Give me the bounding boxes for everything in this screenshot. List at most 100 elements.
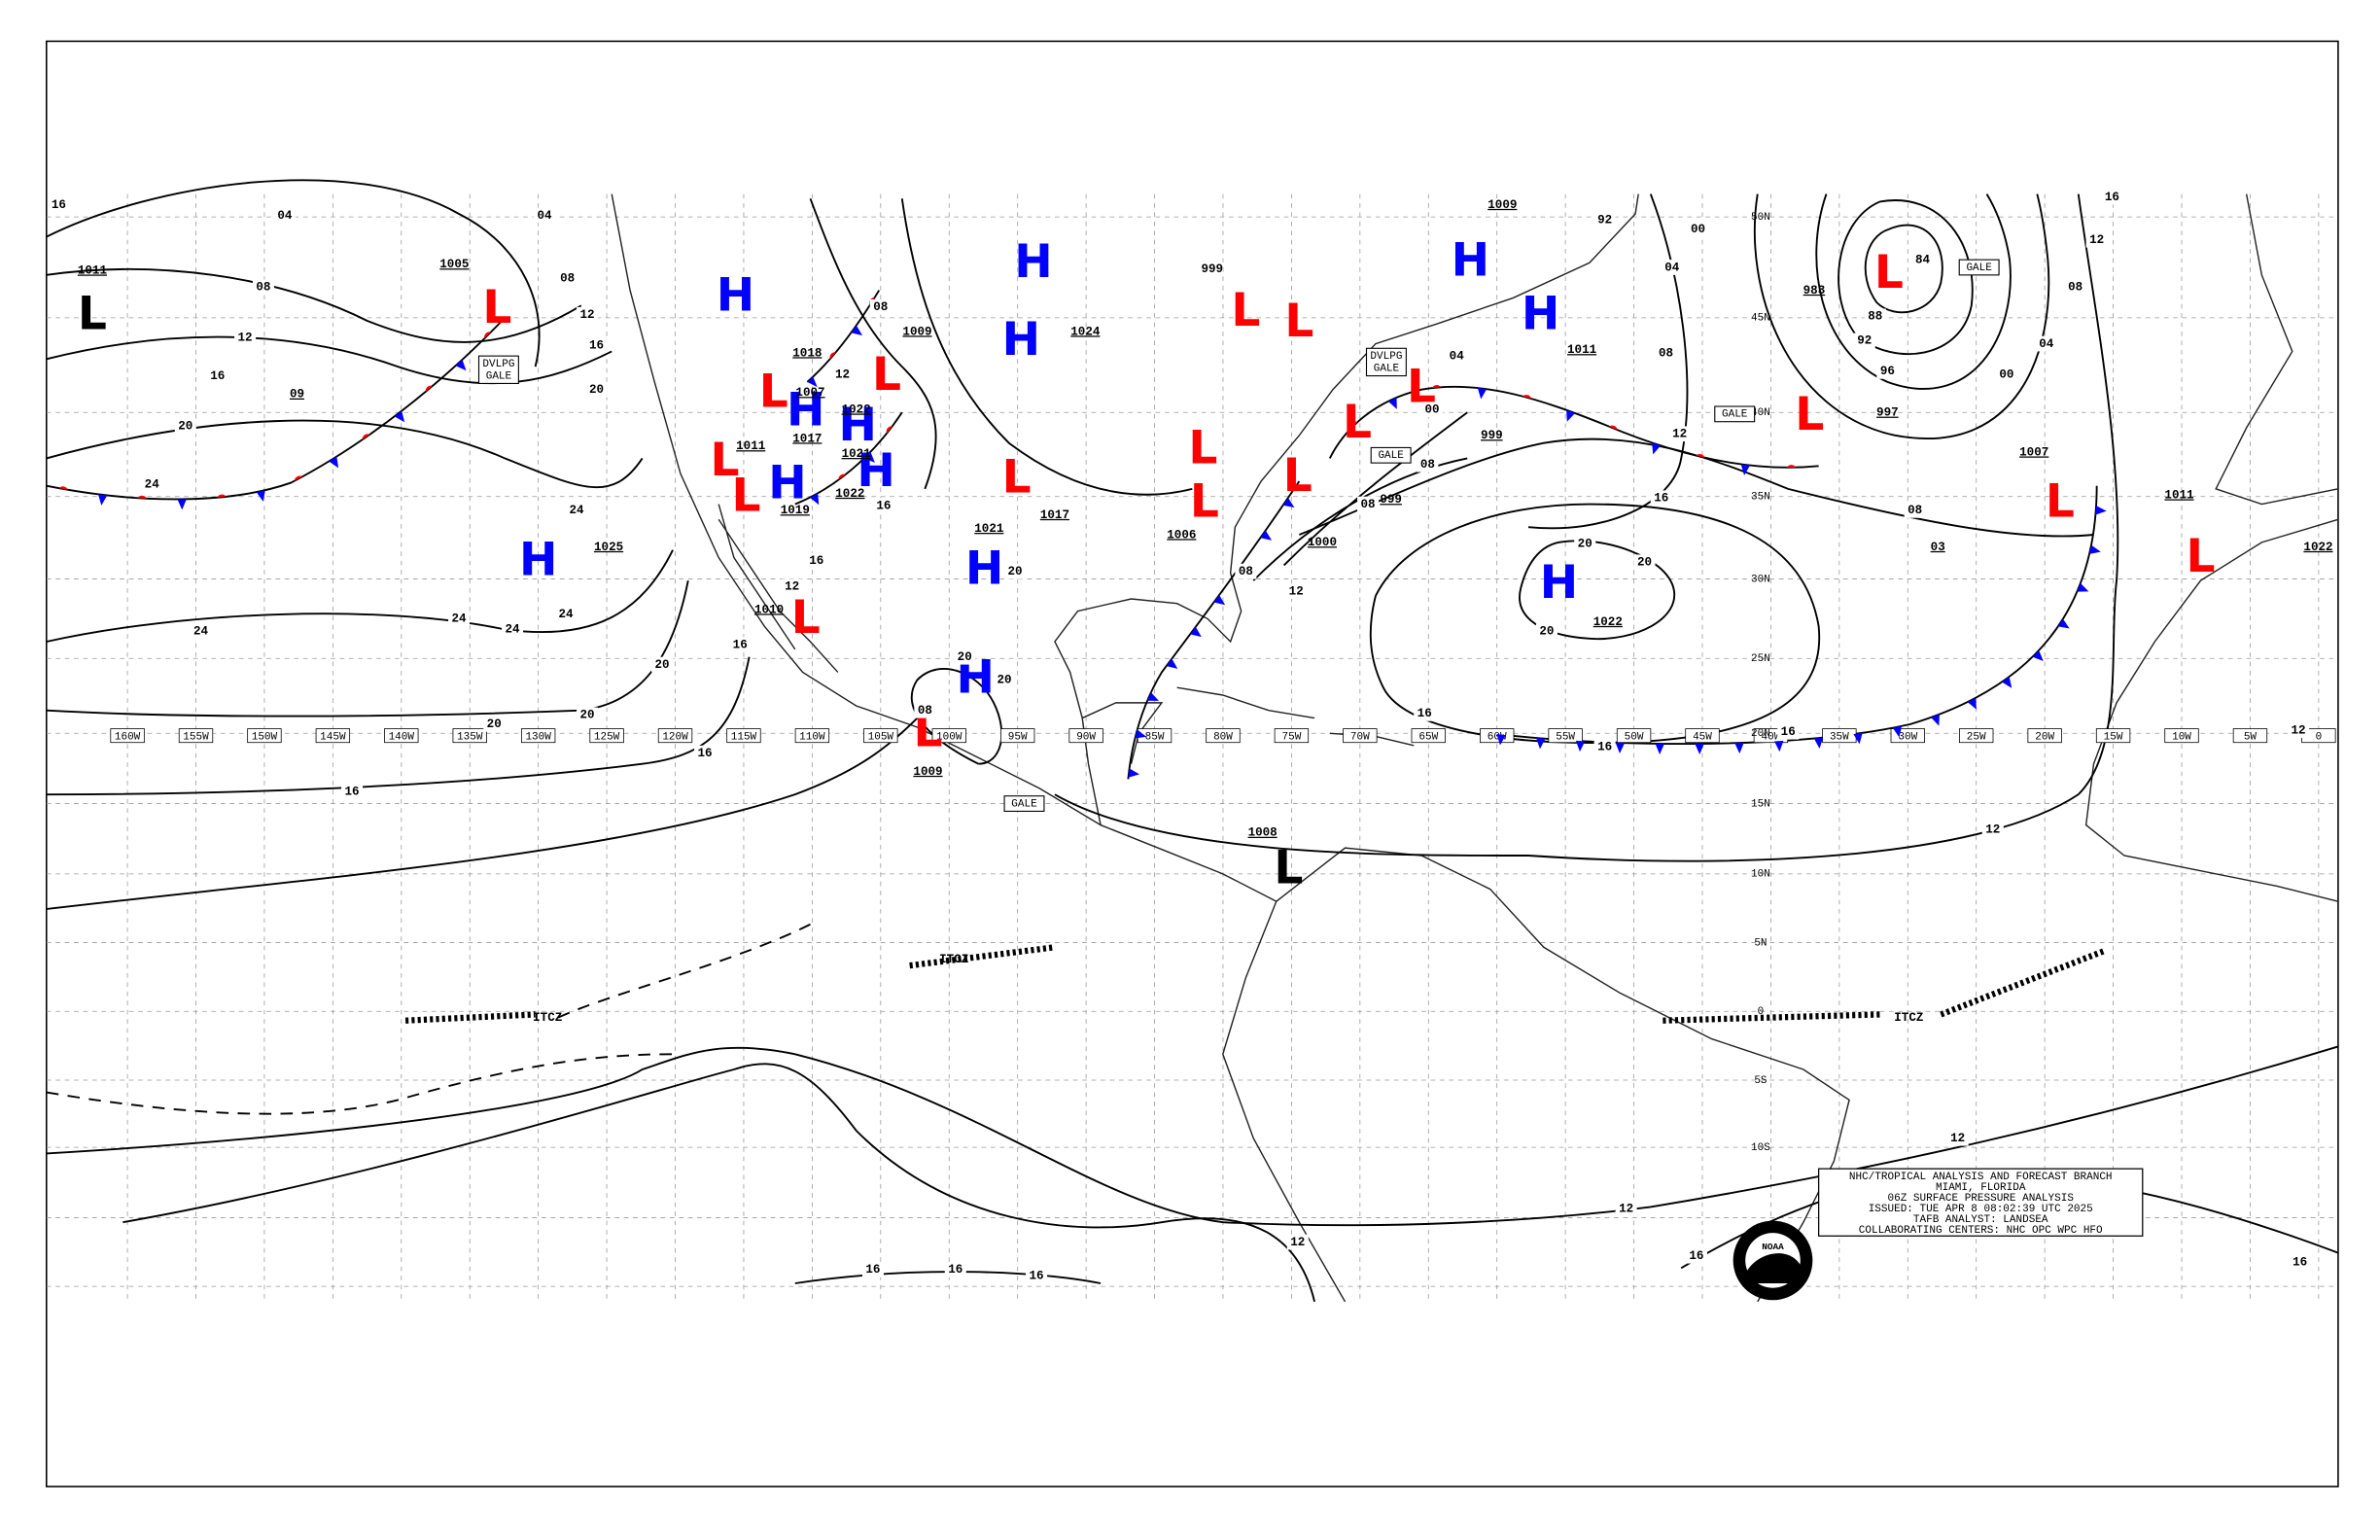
lon-label-box: [110, 728, 145, 744]
front-triangle: [1260, 530, 1273, 541]
isobar-label: 12: [1985, 823, 2000, 837]
lon-label: 55W: [1556, 731, 1575, 743]
front-triangle: [851, 325, 863, 336]
lon-label: 150W: [252, 731, 278, 743]
front-triangle: [1892, 725, 1902, 738]
isobar-label: 20: [655, 658, 670, 672]
central-pressure: 1019: [781, 504, 810, 517]
isobar-label-bg: [1593, 739, 1616, 755]
isobar: [794, 1271, 1102, 1284]
isobar-label-bg: [555, 606, 578, 622]
isobar-label-bg: [2288, 722, 2310, 738]
lon-label-box: [589, 728, 624, 744]
front-semicircle: [217, 494, 227, 498]
lon-label: 70W: [1350, 731, 1370, 743]
isobar-label: 12: [1672, 428, 1687, 441]
front-triangle: [809, 493, 820, 506]
isobar-label: 20: [487, 718, 502, 731]
front-triangle: [2032, 649, 2044, 661]
lon-label-box: [2095, 728, 2131, 744]
central-pressure: 1017: [1040, 508, 1069, 522]
isobar-label: 16: [865, 1263, 880, 1277]
isobar-label: 16: [733, 638, 748, 651]
isobar: [1054, 193, 2119, 862]
isobar-label: 999: [1201, 262, 1223, 276]
central-pressure: 983: [1803, 284, 1826, 298]
isobar-label-bg: [831, 367, 854, 382]
isobar-label: 04: [277, 209, 293, 223]
front-triangle: [2077, 582, 2089, 592]
isobar-label-bg: [1421, 402, 1444, 417]
front-triangle: [329, 456, 339, 469]
lon-label: 40W: [1762, 731, 1781, 743]
lat-label: 0: [1758, 1006, 1765, 1018]
isobar-label: 08: [1908, 504, 1922, 517]
isobar-label: 24: [193, 624, 209, 638]
front-triangle: [1147, 692, 1159, 701]
front-triangle: [1566, 409, 1575, 422]
gulf-coast: [1054, 193, 1639, 825]
pressure-center: L: [710, 434, 739, 487]
isobar-label-bg: [141, 476, 163, 492]
pressure-center: L: [1874, 246, 1904, 299]
isobar: [1864, 224, 1943, 314]
central-pressure: 1009: [902, 325, 931, 338]
isobar-label: 24: [145, 477, 160, 491]
lon-label-box: [452, 728, 487, 744]
isobar-label-bg: [1995, 367, 2017, 382]
lon-label: 0: [2316, 731, 2323, 743]
front-triangle: [1190, 626, 1202, 638]
cold-front: [1127, 480, 1301, 780]
central-pressure: 1021: [974, 522, 1003, 536]
front-semicircle: [1786, 465, 1797, 468]
lat-label: 15N: [1751, 798, 1770, 810]
front-semicircle: [829, 352, 836, 360]
itcz-bands: [404, 923, 2108, 1024]
isobar: [1838, 199, 1974, 355]
lon-label-box: [931, 728, 966, 744]
isobar-label: 08: [1361, 498, 1376, 511]
isobar-label: 20: [958, 650, 972, 664]
isobar-label: 16: [1654, 492, 1668, 506]
front-triangle: [863, 451, 875, 463]
front-semicircle: [1696, 453, 1705, 458]
isobar-label-bg: [805, 552, 827, 569]
lon-label-box: [2232, 728, 2268, 744]
isobar-label: 00: [1425, 402, 1440, 416]
front-semicircle: [886, 426, 892, 434]
isobar-label-bg: [1417, 456, 1439, 472]
isobar-label-bg: [577, 306, 599, 323]
title-block: [1818, 1168, 2144, 1237]
front-triangle: [1477, 388, 1488, 400]
isobar-label-bg: [556, 270, 578, 286]
gale-label: GALE: [1378, 450, 1404, 462]
gale-box: [1958, 259, 2000, 276]
front-triangle: [1282, 497, 1295, 508]
gale-label: GALE: [1966, 262, 1992, 274]
gale-label: GALE: [1722, 409, 1748, 421]
isobar-label-bg: [1004, 563, 1027, 579]
isobar-label-bg: [1655, 345, 1677, 361]
isobar-label: 16: [52, 198, 66, 212]
isobar-label-bg: [872, 498, 894, 513]
isobar-label: 24: [452, 612, 468, 626]
lon-label: 20W: [2035, 731, 2054, 743]
lon-label: 5W: [2244, 731, 2258, 743]
isobar: [1815, 193, 2012, 390]
isobar-label-bg: [483, 717, 506, 732]
isobar-label-bg: [1615, 1201, 1637, 1216]
pressure-center: L: [1274, 842, 1303, 895]
isobar-label-bg: [2064, 279, 2086, 296]
isobar-label: 84: [1915, 253, 1931, 266]
pressure-center: H: [857, 444, 894, 498]
pressure-center: H: [768, 457, 806, 510]
front-triangle: [807, 376, 818, 388]
lon-label: 65W: [1418, 731, 1438, 743]
lat-label: 10S: [1751, 1142, 1770, 1154]
lon-label: 95W: [1008, 731, 1028, 743]
front-triangle: [2095, 506, 2107, 515]
isobar-label: 00: [1691, 223, 1705, 236]
isobar-label-bg: [1981, 822, 2004, 838]
yucatan-coast: [1081, 702, 1164, 764]
